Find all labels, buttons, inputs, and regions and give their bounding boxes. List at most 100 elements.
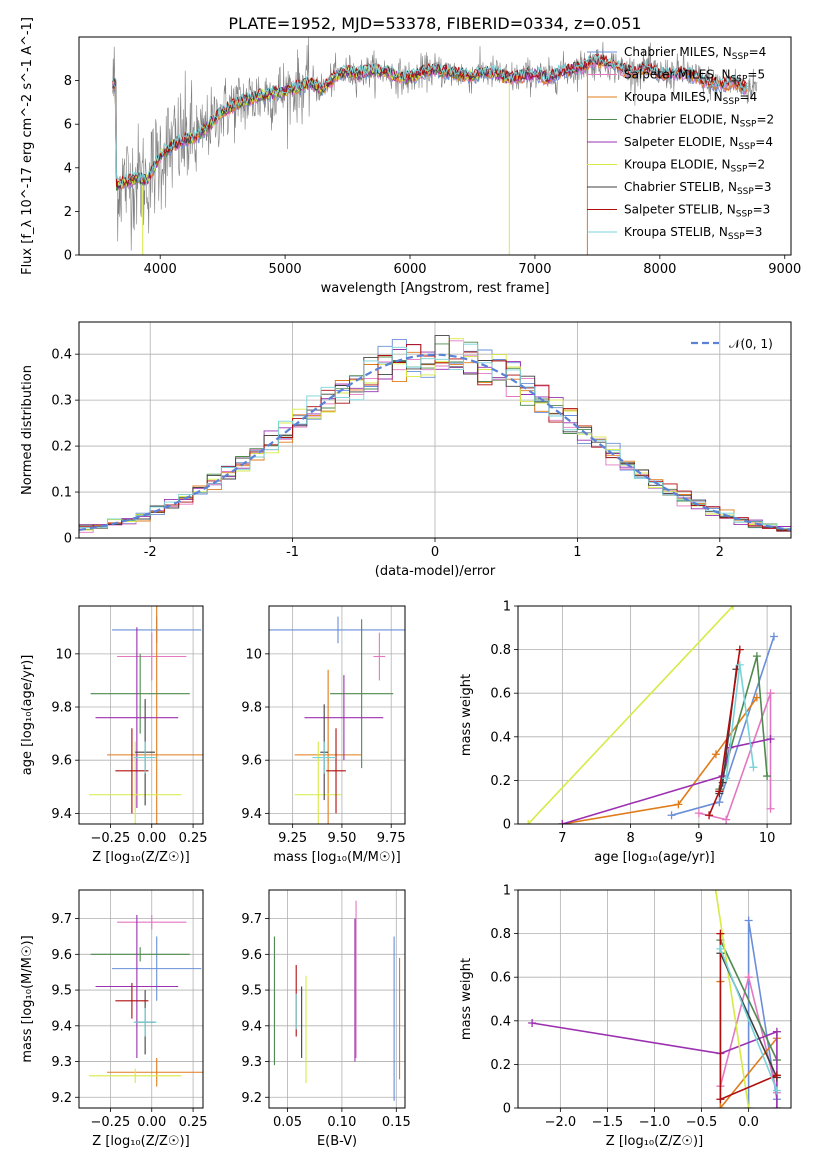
panel-residuals: -2 -1 0 1 2 0 0.1 0.2 0.3 0.4 (data-model)/error No…	[20, 321, 792, 579]
y-tick-label: 9.7	[241, 912, 262, 927]
x-tick-label: −2.0	[545, 1115, 577, 1130]
legend-label-salpeter-elodie: Salpeter ELODIE, NSSP=4	[624, 135, 773, 152]
x-axis-label: wavelength [Angstrom, rest frame]	[321, 281, 550, 296]
series-kroupa-elodie-line	[714, 890, 750, 1108]
x-tick-label: 10	[759, 831, 776, 846]
x-axis-label: (data-model)/error	[375, 564, 496, 579]
series-salpeter-stelib-point	[735, 645, 744, 654]
x-tick-label: 0.25	[179, 831, 208, 846]
x-axis-label: Z [log₁₀(Z/Z☉)]	[92, 1134, 189, 1149]
y-axis-label: Flux [f_λ 10^-17 erg cm^-2 s^-1 A^-1]	[20, 17, 35, 275]
series-kroupa-miles-point	[674, 800, 683, 809]
y-tick-label: 0.6	[490, 971, 511, 986]
y-tick-label: 9.3	[241, 1055, 262, 1070]
series-salpeter-miles-point	[722, 815, 731, 824]
x-tick-label: 0.0	[738, 1115, 759, 1130]
y-tick-label: 9.6	[241, 754, 262, 769]
figure-title: PLATE=1952, MJD=53378, FIBERID=0334, z=0…	[228, 14, 641, 33]
y-tick-label: 9.4	[241, 807, 262, 822]
axes-frame	[78, 36, 792, 256]
panel-mass-vs-EBV: 0.05 0.10 0.15 9.2 9.3 9.4 9.5 9.6 9.7 E(B-V)	[241, 889, 411, 1149]
legend-label-kroupa-stelib: Kroupa STELIB, NSSP=3	[624, 225, 762, 242]
legend-label-chabrier-miles: Chabrier MILES, NSSP=4	[624, 45, 766, 62]
x-tick-label: 8000	[643, 262, 676, 277]
y-tick-label: 0.8	[490, 643, 511, 658]
x-tick-label: 8	[626, 831, 634, 846]
series-kroupa-stelib-point	[722, 774, 731, 783]
panel-age-vs-Z: −0.25 0.00 0.25 9.4 9.6 9.8 10 Z [log₁₀(Z/Z☉)] a…	[20, 605, 208, 865]
x-tick-label: 7	[558, 831, 566, 846]
plot-area	[79, 335, 791, 538]
series-salpeter-miles-line	[698, 692, 772, 821]
x-tick-label: −0.5	[686, 1115, 718, 1130]
y-axis-label: Normed distribution	[20, 365, 35, 495]
y-tick-label: 0.1	[51, 486, 72, 501]
y-tick-label: 0	[503, 1102, 511, 1117]
x-tick-label: −1.0	[639, 1115, 671, 1130]
x-tick-label: 1	[573, 545, 581, 560]
y-tick-label: 9.3	[51, 1055, 72, 1070]
series-salpeter-stelib-point	[716, 1095, 725, 1104]
series-salpeter-stelib-point	[715, 787, 724, 796]
x-tick-label: 9000	[768, 262, 801, 277]
x-tick-label: 2	[716, 545, 724, 560]
x-tick-label: 4000	[144, 262, 177, 277]
series-salpeter-elodie-line	[531, 1022, 778, 1108]
x-axis-label: age [log₁₀(age/yr)]	[594, 850, 715, 865]
y-tick-label: 9.8	[241, 701, 262, 716]
x-tick-label: -2	[144, 545, 157, 560]
panel-mass-vs-Z: −0.25 0.00 0.25 9.2 9.3 9.4 9.5 9.6 9.7 Z [log₁₀(…	[20, 889, 208, 1149]
x-tick-label: 9.50	[327, 831, 356, 846]
x-axis-label: mass [log₁₀(M/M☉)]	[273, 850, 400, 865]
y-tick-label: 9.2	[51, 1091, 72, 1106]
series-salpeter-elodie-point	[558, 820, 567, 824]
series-kroupa-stelib-point	[716, 944, 725, 953]
series-salpeter-elodie-point	[772, 1027, 781, 1036]
y-tick-label: 0	[503, 818, 511, 833]
y-tick-label: 9.4	[241, 1019, 262, 1034]
panel-weight-vs-Z: −2.0 −1.5 −1.0 −0.5 0.0 0 0.2 0.4 0.6 0.8 1 Z [log₁…	[459, 884, 792, 1149]
series-salpeter-elodie-point	[528, 1018, 537, 1027]
x-tick-label: 0.10	[327, 1115, 356, 1130]
x-tick-label: 6000	[393, 262, 426, 277]
plot-area	[112, 37, 758, 255]
x-tick-label: −0.25	[90, 831, 130, 846]
y-tick-label: 0.2	[490, 1058, 511, 1073]
series-kroupa-stelib-point	[749, 763, 758, 772]
panel-spectrum: 4000 5000 6000 7000 8000 9000 0 2 4 6 8 wavelength …	[20, 17, 801, 296]
plot-area	[269, 616, 405, 824]
legend-label-kroupa-elodie: Kroupa ELODIE, NSSP=2	[624, 158, 765, 175]
x-tick-label: 0.00	[137, 1115, 166, 1130]
series-kroupa-elodie-point	[524, 820, 533, 824]
y-axis-label: mass [log₁₀(M/M☉)]	[20, 935, 35, 1062]
y-tick-label: 9.4	[51, 807, 72, 822]
x-tick-label: 0	[431, 545, 439, 560]
series-chabrier-elodie-point	[752, 652, 761, 661]
panel-age-vs-mass: 9.25 9.50 9.75 9.4 9.6 9.8 10 mass [log₁₀(M/M☉)…	[241, 605, 406, 865]
series-salpeter-elodie-point	[772, 1104, 781, 1108]
axes-frame	[78, 321, 792, 539]
y-tick-label: 0.3	[51, 394, 72, 409]
series-kroupa-miles-point	[752, 693, 761, 702]
series-kroupa-miles-point	[711, 750, 720, 759]
normal-curve	[79, 353, 791, 531]
y-tick-label: 9.2	[241, 1091, 262, 1106]
x-tick-label: 5000	[269, 262, 302, 277]
y-tick-label: 8	[64, 74, 72, 89]
axes-frame	[268, 889, 406, 1109]
model-kroupa-stelib-line	[112, 54, 748, 187]
x-tick-label: 9.75	[377, 831, 406, 846]
axes-frame	[517, 889, 792, 1109]
y-tick-label: 0	[64, 532, 72, 547]
legend-label-chabrier-elodie: Chabrier ELODIE, NSSP=2	[624, 113, 774, 130]
x-tick-label: 9	[695, 831, 703, 846]
y-tick-label: 9.5	[241, 984, 262, 999]
y-tick-label: 0.6	[490, 687, 511, 702]
series-chabrier-miles-point	[744, 916, 753, 925]
x-axis-label: E(B-V)	[317, 1134, 357, 1149]
series-kroupa-stelib-line	[719, 948, 778, 1091]
series-salpeter-miles-point	[766, 689, 775, 698]
axes-frame	[78, 605, 204, 825]
series-kroupa-elodie-point	[728, 606, 737, 610]
